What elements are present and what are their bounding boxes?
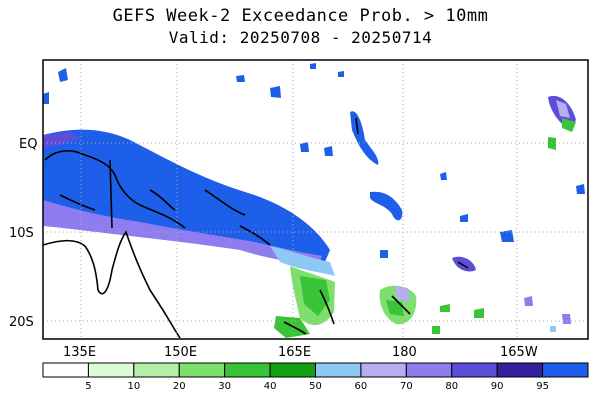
colorbar-swatch [269, 362, 317, 378]
lon-label-135e: 135E [63, 345, 96, 360]
lon-label-180: 180 [392, 345, 417, 360]
map-title: GEFS Week-2 Exceedance Prob. > 10mm [112, 6, 489, 26]
map-panel [42, 59, 589, 340]
colorbar-label: 40 [264, 381, 277, 392]
colorbar-swatch [405, 362, 453, 378]
colorbar-swatch [542, 362, 589, 378]
colorbar-swatch [87, 362, 135, 378]
coastlines [42, 117, 469, 339]
map-frame [42, 59, 589, 340]
probability-shading [43, 63, 585, 338]
colorbar-label: 20 [173, 381, 186, 392]
colorbar-label: 10 [127, 381, 140, 392]
grid-lines [43, 60, 588, 339]
lon-label-165w: 165W [500, 345, 538, 360]
lat-label-eq: EQ [19, 137, 37, 152]
colorbar-label: 70 [400, 381, 413, 392]
lat-label-10s: 10S [9, 226, 34, 241]
colorbar-swatch [360, 362, 407, 378]
lon-label-165e: 165E [278, 345, 311, 360]
colorbar-label: 95 [536, 381, 549, 392]
lat-label-20s: 20S [9, 315, 34, 330]
colorbar-swatch [42, 362, 89, 378]
colorbar-swatch [133, 362, 180, 378]
colorbar-label: 60 [355, 381, 368, 392]
colorbar-swatch [451, 362, 498, 378]
colorbar-swatch [224, 362, 271, 378]
colorbar-swatch [496, 362, 544, 378]
colorbar-swatch [178, 362, 226, 378]
colorbar-swatch [315, 362, 362, 378]
colorbar-label: 50 [309, 381, 322, 392]
colorbar: 5 10 20 30 40 50 60 70 80 90 95 [42, 362, 589, 392]
colorbar-label: 5 [85, 381, 91, 392]
colorbar-label: 30 [218, 381, 231, 392]
colorbar-label: 80 [445, 381, 458, 392]
map-subtitle: Valid: 20250708 - 20250714 [168, 28, 433, 47]
colorbar-label: 90 [491, 381, 504, 392]
lon-label-150e: 150E [164, 345, 197, 360]
